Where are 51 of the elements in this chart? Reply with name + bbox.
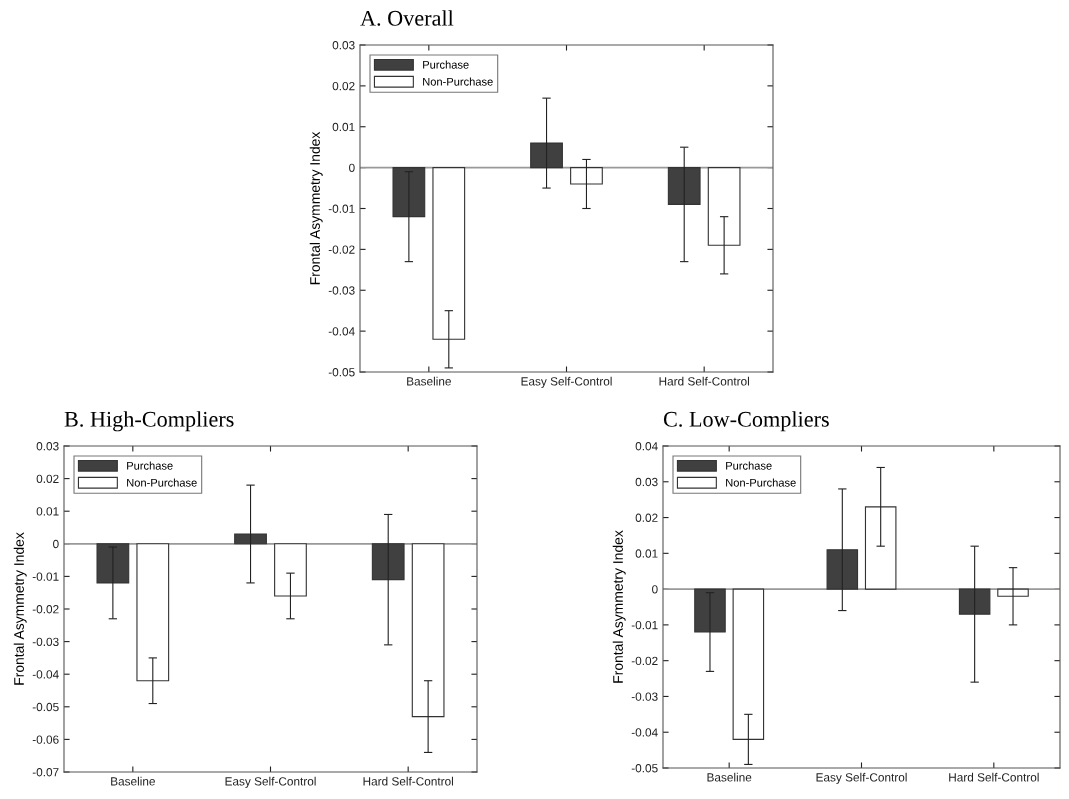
- y-tick-label: 0.02: [36, 474, 59, 483]
- y-tick-label: 0.02: [635, 513, 658, 522]
- y-tick-label: 0: [349, 163, 355, 173]
- y-tick-label: -0.02: [32, 605, 59, 614]
- y-tick-label: 0.03: [635, 477, 658, 487]
- chart-title: B. High-Compliers: [64, 411, 234, 432]
- y-tick-label: 0.01: [635, 549, 658, 558]
- y-tick-label: -0.04: [32, 670, 59, 679]
- x-tick-label: Easy Self-Control: [521, 376, 612, 388]
- y-tick-label: 0.01: [332, 122, 355, 132]
- y-tick-label: 0.04: [635, 442, 658, 451]
- y-tick-label: 0.03: [36, 442, 59, 451]
- y-tick-label: -0.04: [328, 327, 355, 336]
- y-tick-label: -0.05: [631, 764, 658, 773]
- x-tick-label: Easy Self-Control: [225, 776, 316, 788]
- legend-label: Purchase: [726, 461, 772, 470]
- y-axis-title: Frontal Asymmetry Index: [612, 530, 626, 683]
- y-axis-title: Frontal Asymmetry Index: [13, 532, 27, 685]
- x-tick-label: Baseline: [407, 376, 451, 386]
- x-tick-label: Baseline: [111, 776, 155, 786]
- y-tick-label: -0.02: [631, 656, 658, 666]
- chart-title: A. Overall: [360, 10, 454, 26]
- x-tick-label: Hard Self-Control: [659, 376, 749, 386]
- y-tick-label: 0: [53, 539, 59, 549]
- y-tick-label: -0.01: [631, 620, 658, 630]
- y-tick-label: -0.01: [32, 572, 59, 581]
- y-tick-label: -0.03: [631, 692, 658, 701]
- y-tick-label: -0.02: [328, 245, 355, 254]
- x-tick-label: Easy Self-Control: [816, 772, 907, 784]
- y-tick-label: -0.04: [631, 728, 658, 737]
- y-tick-label: 0: [652, 585, 658, 594]
- y-tick-label: -0.01: [328, 204, 355, 213]
- legend-label: Non-Purchase: [726, 478, 796, 487]
- y-tick-label: -0.06: [32, 735, 59, 744]
- legend-label: Purchase: [423, 60, 469, 69]
- legend-label: Purchase: [127, 461, 173, 470]
- y-tick-label: -0.03: [328, 286, 355, 295]
- y-tick-label: 0.01: [36, 507, 59, 516]
- x-tick-label: Hard Self-Control: [949, 772, 1039, 782]
- y-tick-label: 0.03: [332, 41, 355, 50]
- y-axis-title: Frontal Asymmetry Index: [309, 131, 323, 285]
- chart-title: C. Low-Compliers: [663, 411, 829, 432]
- x-tick-label: Baseline: [707, 772, 752, 782]
- y-tick-label: 0.02: [332, 81, 355, 91]
- y-tick-label: -0.05: [328, 368, 355, 377]
- y-tick-label: -0.07: [32, 768, 59, 777]
- legend-label: Non-Purchase: [127, 478, 197, 487]
- y-tick-label: -0.03: [32, 637, 59, 646]
- y-tick-label: -0.05: [32, 702, 59, 712]
- legend-label: Non-Purchase: [423, 77, 493, 86]
- x-tick-label: Hard Self-Control: [363, 776, 453, 786]
